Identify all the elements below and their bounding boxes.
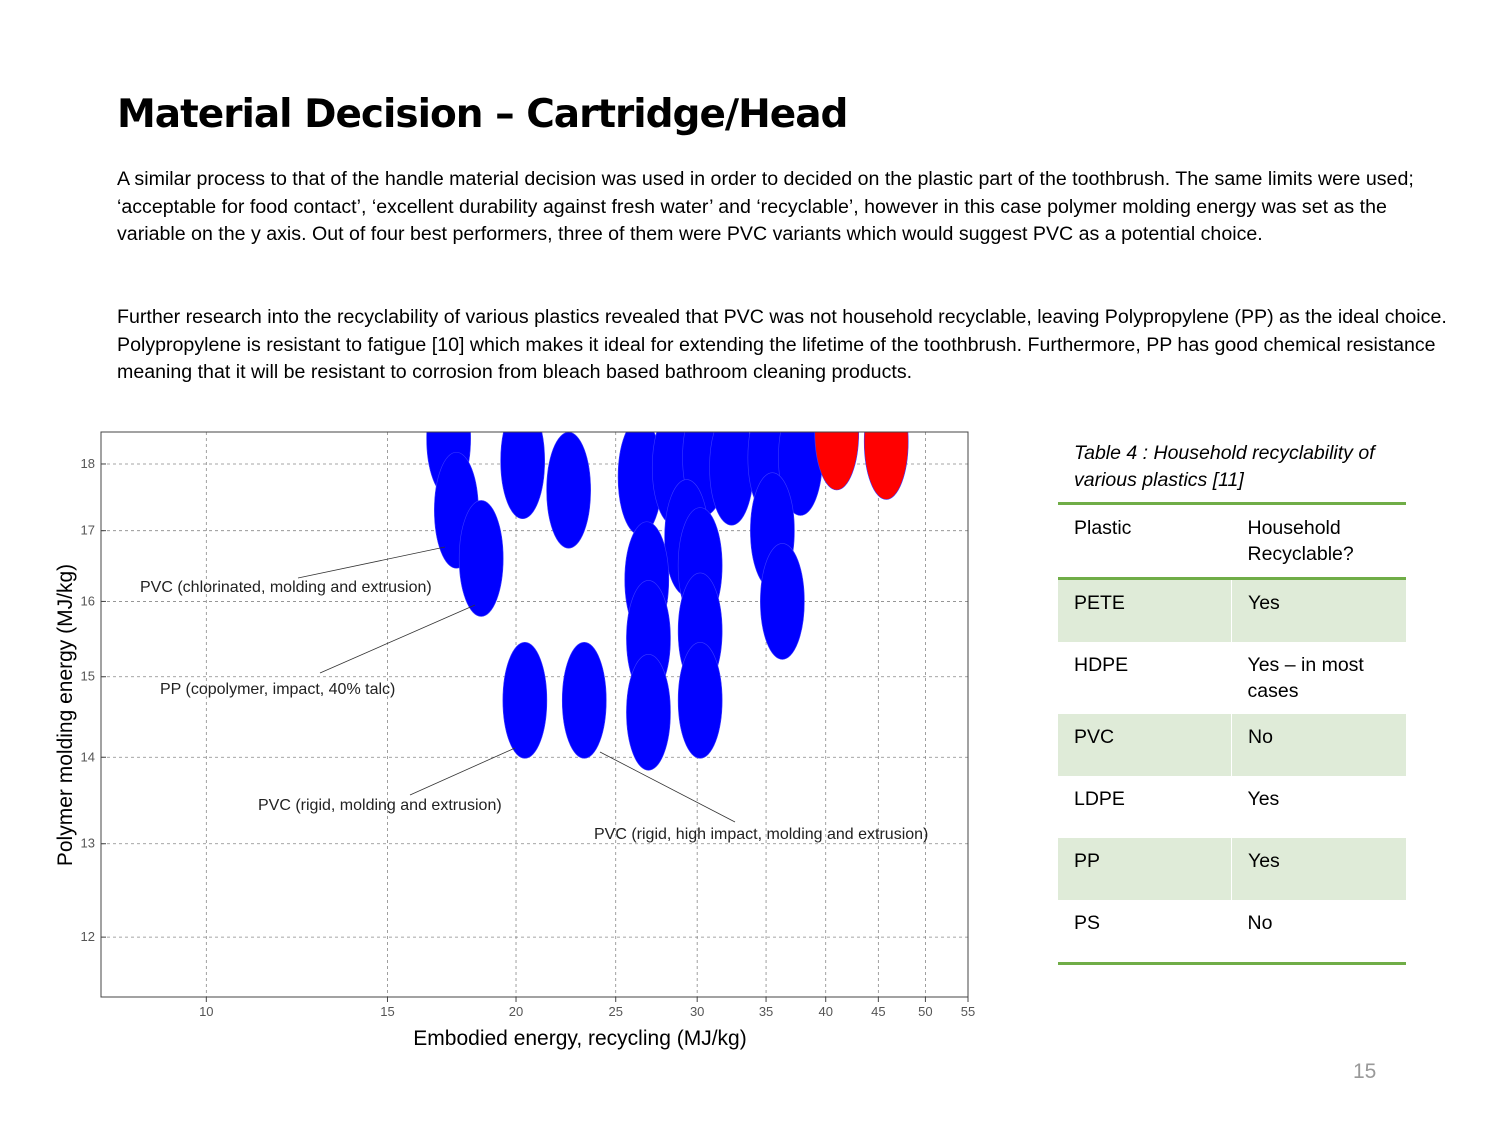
- table-row: PVC No: [1058, 714, 1406, 776]
- data-point: [546, 432, 591, 549]
- table-cell: Yes: [1247, 788, 1280, 810]
- table-grid: Plastic Household Recyclable? PETE Yes HDPE Y…: [1058, 502, 1406, 965]
- table-cell: HDPE: [1074, 654, 1129, 676]
- table-cell: LDPE: [1074, 788, 1125, 810]
- annotation: PVC (rigid, molding and extrusion): [258, 797, 502, 814]
- table-row: PETE Yes: [1058, 578, 1406, 642]
- y-tick-label: 13: [81, 836, 95, 851]
- x-tick-label: 20: [509, 1004, 523, 1019]
- table-cell: Yes: [1231, 838, 1406, 900]
- table-cell: Yes: [1231, 578, 1406, 642]
- data-point: [863, 432, 909, 500]
- paragraph: Further research into the recyclability …: [117, 306, 1447, 383]
- x-tick-label: 55: [961, 1004, 975, 1019]
- slide-title: Material Decision – Cartridge/Head: [117, 92, 848, 137]
- x-tick-label: 45: [871, 1004, 885, 1019]
- x-tick-label: 30: [690, 1004, 704, 1019]
- table-row: Plastic Household Recyclable?: [1058, 503, 1406, 580]
- table-row: PS No: [1058, 900, 1406, 964]
- table: Table 4 : Household recyclability of var…: [1058, 440, 1406, 965]
- annotation: PVC (rigid, high impact, molding and ext…: [594, 826, 928, 843]
- x-tick-label: 15: [380, 1004, 394, 1019]
- annotation: PP (copolymer, impact, 40% talc): [160, 681, 395, 698]
- data-point: [709, 432, 754, 526]
- data-point: [561, 642, 607, 759]
- x-tick-label: 35: [759, 1004, 773, 1019]
- plot-frame: [100, 431, 969, 998]
- leader-line: [409, 747, 516, 796]
- plot-area: [426, 432, 909, 771]
- annotation: PVC (chlorinated, molding and extrusion): [140, 579, 432, 596]
- page-number: 15: [1353, 1060, 1377, 1083]
- data-point: [677, 642, 723, 759]
- table-cell: No: [1231, 714, 1406, 776]
- paragraph: A similar process to that of the handle …: [117, 168, 1414, 245]
- table-row: HDPE Yes – in most cases: [1058, 642, 1406, 714]
- x-tick-label: 50: [918, 1004, 932, 1019]
- y-tick-label: 17: [81, 523, 95, 538]
- leader-line: [319, 604, 476, 674]
- y-tick-label: 18: [81, 456, 95, 471]
- table-cell: PP: [1058, 838, 1232, 900]
- table-cell: PETE: [1058, 578, 1232, 642]
- table-cell: Plastic: [1058, 503, 1232, 580]
- data-point: [502, 642, 548, 759]
- x-tick-label: 25: [608, 1004, 622, 1019]
- x-axis-label: Embodied energy, recycling (MJ/kg): [413, 1027, 746, 1050]
- y-tick-label: 14: [81, 749, 95, 764]
- table-cell: Household Recyclable?: [1231, 503, 1406, 580]
- data-point: [760, 543, 805, 660]
- y-axis-label: Polymer molding energy (MJ/kg): [54, 564, 77, 866]
- table-caption: Table 4 : Household recyclability of var…: [1074, 442, 1375, 491]
- y-tick-label: 12: [81, 929, 95, 944]
- table-cell: Yes – in most cases: [1247, 654, 1364, 702]
- data-point: [626, 653, 671, 771]
- data-point: [814, 432, 860, 491]
- leader-lines: [297, 546, 736, 823]
- chart: Embodied energy, recycling (MJ/kg) Polym…: [54, 431, 975, 1050]
- y-tick-label: 16: [81, 593, 95, 608]
- table-cell: PS: [1074, 912, 1101, 934]
- data-point: [458, 500, 504, 617]
- table-cell: No: [1247, 912, 1273, 934]
- y-tick-label: 15: [81, 669, 95, 684]
- table-cell: PVC: [1058, 714, 1232, 776]
- leader-line: [297, 546, 446, 579]
- table-row: PP Yes: [1058, 838, 1406, 900]
- x-tick-label: 10: [199, 1004, 213, 1019]
- leader-line: [599, 751, 736, 823]
- table-row: LDPE Yes: [1058, 776, 1406, 838]
- data-point: [500, 432, 545, 520]
- x-tick-label: 40: [818, 1004, 832, 1019]
